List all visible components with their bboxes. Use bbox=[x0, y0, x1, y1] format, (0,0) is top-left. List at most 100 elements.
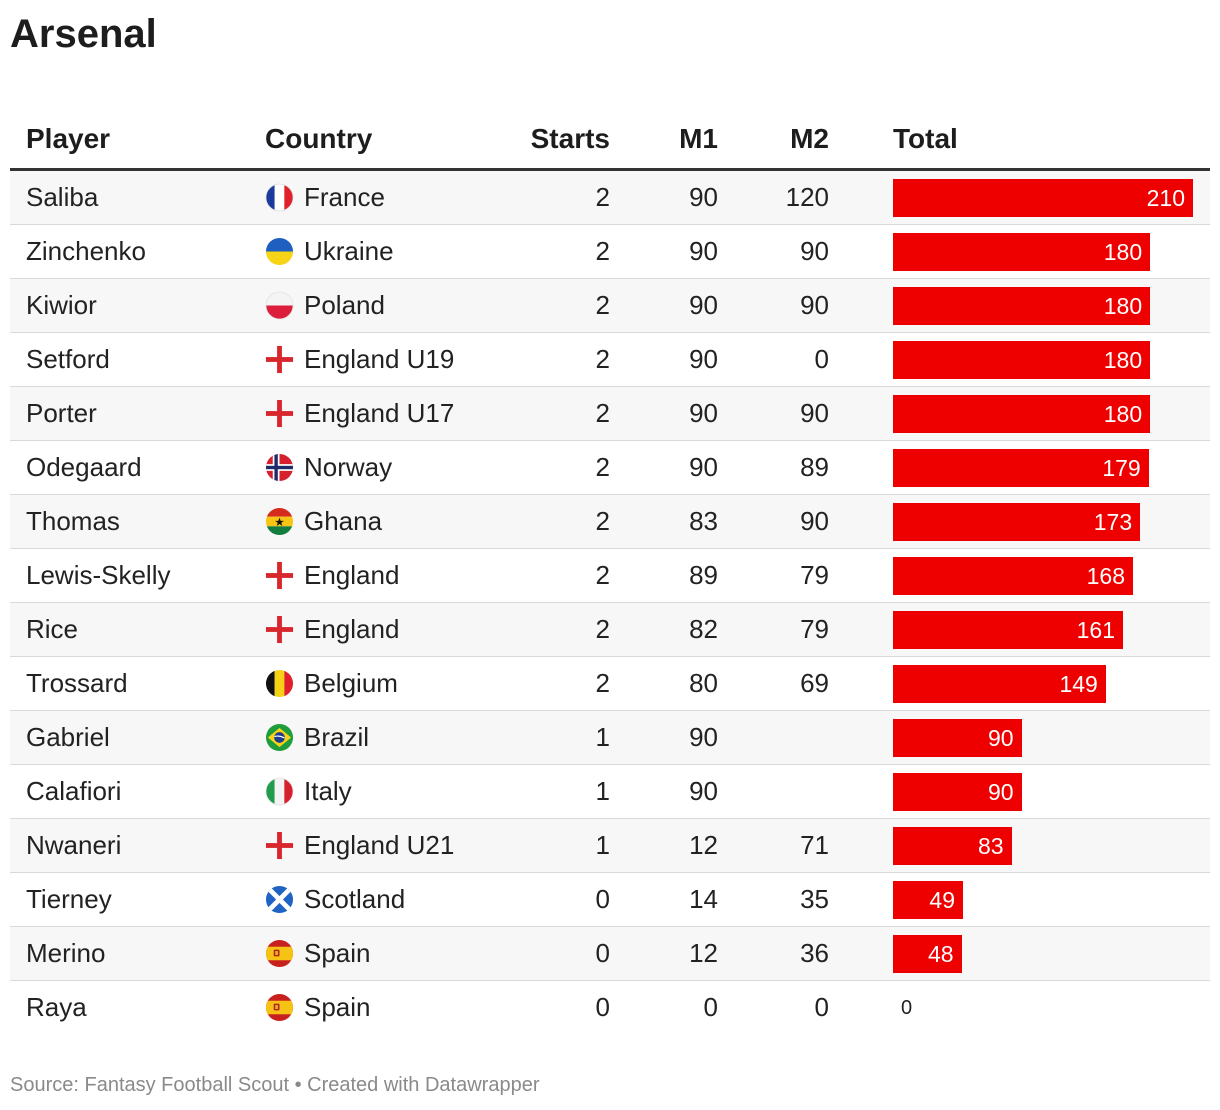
country-name: England bbox=[304, 614, 400, 644]
total-cell: 173 bbox=[829, 494, 1210, 549]
page-title: Arsenal bbox=[10, 12, 157, 56]
m1-value: 90 bbox=[610, 169, 718, 225]
player-name: Calafiori bbox=[10, 764, 265, 819]
m2-value: 90 bbox=[718, 386, 829, 441]
starts-value: 2 bbox=[505, 548, 610, 603]
total-cell: 180 bbox=[829, 278, 1210, 333]
m2-value: 71 bbox=[718, 818, 829, 873]
total-bar: 48 bbox=[893, 935, 962, 973]
england-flag-icon bbox=[265, 831, 294, 860]
ghana-flag-icon bbox=[265, 507, 294, 536]
starts-value: 0 bbox=[505, 872, 610, 927]
m2-value: 79 bbox=[718, 602, 829, 657]
starts-value: 2 bbox=[505, 332, 610, 387]
country-cell: Scotland bbox=[265, 872, 505, 927]
total-cell: 179 bbox=[829, 440, 1210, 495]
country-name: Brazil bbox=[304, 722, 370, 752]
country-cell: Brazil bbox=[265, 710, 505, 765]
country-cell: England bbox=[265, 548, 505, 603]
belgium-flag-icon bbox=[265, 669, 294, 698]
player-name: Lewis-Skelly bbox=[10, 548, 265, 603]
table-row: Raya Spain 0 0 0 0 bbox=[10, 981, 1210, 1035]
m2-value: 79 bbox=[718, 548, 829, 603]
country-cell: Ukraine bbox=[265, 224, 505, 279]
england-flag-icon bbox=[265, 615, 294, 644]
header-total[interactable]: Total bbox=[829, 110, 1210, 171]
total-bar: 149 bbox=[893, 665, 1106, 703]
starts-value: 0 bbox=[595, 992, 610, 1022]
country-cell: Italy bbox=[265, 764, 505, 819]
country-cell: France bbox=[265, 169, 505, 225]
m1-value: 80 bbox=[610, 656, 718, 711]
m2-value: 90 bbox=[718, 224, 829, 279]
ukraine-flag-icon bbox=[265, 237, 294, 266]
total-bar: 210 bbox=[893, 179, 1193, 217]
total-bar: 180 bbox=[893, 233, 1151, 271]
total-bar: 90 bbox=[893, 719, 1022, 757]
m1-value: 83 bbox=[610, 494, 718, 549]
m2-value bbox=[718, 764, 829, 819]
total-bar-label: 0 bbox=[901, 997, 913, 1019]
country-name: Poland bbox=[304, 290, 385, 320]
m1-value: 0 bbox=[703, 992, 718, 1022]
m1-value: 90 bbox=[610, 278, 718, 333]
england-flag-icon bbox=[265, 399, 294, 428]
starts-value: 2 bbox=[505, 440, 610, 495]
total-cell: 180 bbox=[829, 386, 1210, 441]
m2-value: 120 bbox=[718, 169, 829, 225]
starts-value: 1 bbox=[505, 710, 610, 765]
total-cell: 0 bbox=[829, 981, 1210, 1035]
total-bar: 49 bbox=[893, 881, 963, 919]
starts-value: 2 bbox=[505, 494, 610, 549]
country-cell: Spain bbox=[265, 926, 505, 981]
england-flag-icon bbox=[265, 345, 294, 374]
table-row: Odegaard Norway 2 90 89 179 bbox=[10, 440, 1210, 495]
starts-value: 1 bbox=[505, 818, 610, 873]
country-name: England U19 bbox=[304, 344, 455, 374]
total-cell: 83 bbox=[829, 818, 1210, 873]
m1-value: 90 bbox=[610, 440, 718, 495]
total-cell: 48 bbox=[829, 926, 1210, 981]
country-cell: England U21 bbox=[265, 818, 505, 873]
player-name: Porter bbox=[10, 386, 265, 441]
country-name: Belgium bbox=[304, 668, 398, 698]
header-country[interactable]: Country bbox=[265, 110, 505, 171]
total-bar: 168 bbox=[893, 557, 1133, 595]
table-body: Saliba France 2 90 120 210 Zinchenko Ukraine 2 90… bbox=[10, 169, 1210, 1035]
total-bar: 173 bbox=[893, 503, 1141, 541]
country-name: Spain bbox=[304, 938, 371, 968]
table-row: Setford England U19 2 90 0 180 bbox=[10, 332, 1210, 387]
header-player[interactable]: Player bbox=[10, 110, 265, 171]
source-note: Source: Fantasy Football Scout • Created… bbox=[10, 1074, 540, 1096]
country-name: England U21 bbox=[304, 830, 455, 860]
player-name: Raya bbox=[26, 992, 87, 1022]
poland-flag-icon bbox=[265, 291, 294, 320]
total-bar: 179 bbox=[893, 449, 1149, 487]
starts-value: 2 bbox=[505, 169, 610, 225]
m2-value: 90 bbox=[718, 278, 829, 333]
country-name: England U17 bbox=[304, 398, 455, 428]
header-m1[interactable]: M1 bbox=[610, 110, 718, 171]
spain-flag-icon bbox=[265, 993, 294, 1022]
country-cell: England bbox=[265, 602, 505, 657]
total-bar: 83 bbox=[893, 827, 1012, 865]
m1-value: 82 bbox=[610, 602, 718, 657]
total-cell: 161 bbox=[829, 602, 1210, 657]
header-m2[interactable]: M2 bbox=[718, 110, 829, 171]
total-cell: 180 bbox=[829, 332, 1210, 387]
total-cell: 149 bbox=[829, 656, 1210, 711]
total-cell: 210 bbox=[829, 169, 1210, 225]
starts-value: 2 bbox=[505, 656, 610, 711]
country-cell: England U17 bbox=[265, 386, 505, 441]
m1-value: 90 bbox=[610, 224, 718, 279]
player-name: Gabriel bbox=[10, 710, 265, 765]
starts-value: 2 bbox=[505, 386, 610, 441]
header-starts[interactable]: Starts bbox=[505, 110, 610, 171]
header-row: Player Country Starts M1 M2 Total bbox=[10, 110, 1210, 171]
m1-value: 90 bbox=[610, 710, 718, 765]
table-row: Thomas Ghana 2 83 90 173 bbox=[10, 494, 1210, 549]
m1-value: 14 bbox=[610, 872, 718, 927]
table-row: Zinchenko Ukraine 2 90 90 180 bbox=[10, 224, 1210, 279]
spain-flag-icon bbox=[265, 939, 294, 968]
starts-value: 2 bbox=[505, 224, 610, 279]
